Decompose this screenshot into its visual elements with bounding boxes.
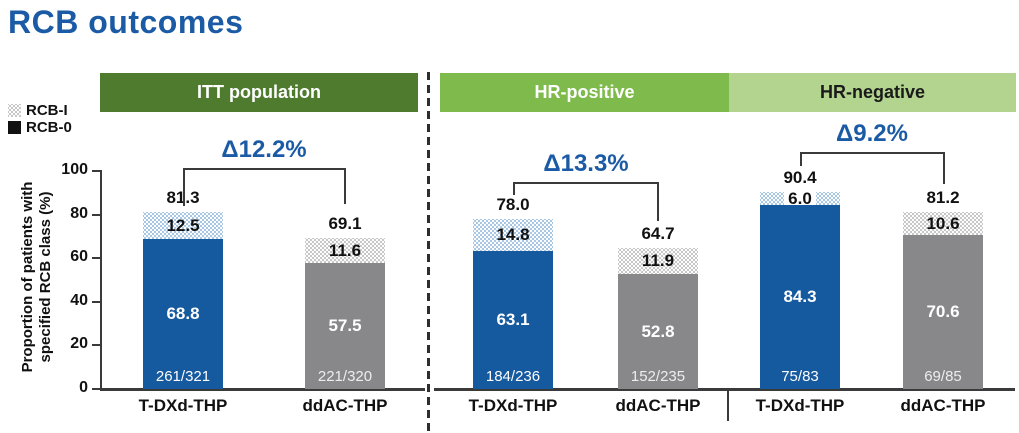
- y-tick: [92, 170, 101, 172]
- legend-label: RCB-0: [26, 118, 72, 136]
- page-title: RCB outcomes: [8, 4, 244, 40]
- rcb1-value: 12.5: [166, 215, 200, 235]
- rcb1-value: 6.0: [784, 189, 816, 208]
- y-tick-label: 80: [70, 205, 88, 222]
- bracket-hrpos-right: [657, 182, 659, 221]
- rcb0-segment: 52.8 152/235: [618, 274, 698, 389]
- rcb0-value: 68.8: [166, 304, 200, 323]
- bracket-hrpos-left: [513, 182, 515, 195]
- legend-item-rcb0: RCB-0: [8, 118, 72, 136]
- x-label-itt-ddac: ddAC-THP: [302, 396, 388, 415]
- y-tick-label: 100: [61, 161, 88, 178]
- rcb1-segment: 12.5: [143, 212, 223, 239]
- rcb1-swatch-icon: [8, 103, 21, 117]
- delta-itt: Δ12.2%: [221, 136, 307, 163]
- rcb1-value: 14.8: [496, 225, 530, 244]
- y-tick-label: 60: [70, 248, 88, 265]
- rcb1-segment: 11.9: [618, 248, 698, 274]
- x-label-hrpos-tdxd: T-DXd-THP: [468, 396, 558, 415]
- x-label-hrneg-tdxd: T-DXd-THP: [755, 396, 845, 415]
- rcb1-segment: 10.6: [903, 212, 983, 235]
- bracket-itt-left: [183, 168, 185, 206]
- x-label-itt-tdxd: T-DXd-THP: [138, 396, 228, 415]
- y-tick-label: 40: [70, 292, 88, 309]
- x-label-hrpos-ddac: ddAC-THP: [615, 396, 701, 415]
- bracket-itt-right: [344, 168, 346, 204]
- y-tick-label: 20: [70, 335, 88, 352]
- legend: RCB-I RCB-0: [8, 102, 72, 136]
- bar-hrneg-tdxd-thp: 6.0 84.3 75/83: [760, 189, 840, 389]
- x-axis-line: [434, 388, 1015, 391]
- delta-hr-positive: Δ13.3%: [543, 150, 629, 177]
- bracket-itt: [183, 168, 346, 170]
- panel-header-itt: ITT population: [100, 73, 418, 112]
- legend-label: RCB-I: [26, 101, 68, 119]
- rcb1-value: 11.6: [328, 240, 362, 260]
- bracket-hrneg-right: [943, 152, 945, 184]
- rcb0-value: 52.8: [641, 321, 675, 341]
- bar-itt-ddac-thp: 11.6 57.5 221/320: [305, 238, 385, 389]
- y-axis-line: [100, 170, 102, 390]
- fraction-value: 75/83: [781, 368, 819, 385]
- rcb0-segment: 68.8 261/321: [143, 239, 223, 389]
- rcb1-value: 11.9: [641, 251, 675, 270]
- x-axis-line: [100, 388, 425, 391]
- panel-header-hr-negative: HR-negative: [729, 73, 1016, 112]
- rcb0-segment: 84.3 75/83: [760, 205, 840, 389]
- fraction-value: 221/320: [317, 368, 373, 385]
- bracket-hrneg-left: [800, 152, 802, 166]
- y-axis-title: Proportion of patients with specified RC…: [19, 155, 57, 399]
- rcb0-value: 70.6: [926, 302, 960, 321]
- y-tick: [92, 388, 101, 390]
- delta-hr-negative: Δ9.2%: [836, 120, 908, 147]
- bar-itt-tdxd-thp: 12.5 68.8 261/321: [143, 212, 223, 389]
- bar-hrpos-tdxd-thp: 14.8 63.1 184/236: [473, 219, 553, 389]
- total-value: 64.7: [641, 224, 675, 243]
- total-value: 69.1: [328, 214, 362, 233]
- rcb0-segment: 70.6 69/85: [903, 235, 983, 389]
- rcb1-value: 10.6: [926, 213, 960, 233]
- y-tick: [92, 301, 101, 303]
- fraction-value: 69/85: [924, 368, 962, 385]
- y-tick: [92, 214, 101, 216]
- rcb0-segment: 63.1 184/236: [473, 251, 553, 389]
- bar-hrneg-ddac-thp: 10.6 70.6 69/85: [903, 212, 983, 389]
- total-value: 78.0: [496, 195, 530, 214]
- y-axis-title-line1: Proportion of patients with: [19, 181, 36, 373]
- fraction-value: 184/236: [485, 368, 541, 385]
- total-value: 90.4: [783, 168, 817, 187]
- fraction-value: 261/321: [155, 368, 211, 385]
- dashed-divider: [427, 72, 430, 433]
- rcb0-swatch-icon: [8, 120, 21, 134]
- rcb0-value: 63.1: [496, 310, 530, 329]
- bracket-hrpos: [513, 182, 659, 184]
- bracket-hrneg: [800, 152, 945, 154]
- fraction-value: 152/235: [630, 368, 686, 385]
- panel-header-hr-positive: HR-positive: [440, 73, 729, 112]
- rcb0-segment: 57.5 221/320: [305, 263, 385, 389]
- rcb1-segment: 14.8: [473, 219, 553, 251]
- rcb1-segment: 6.0: [760, 189, 840, 208]
- y-tick: [92, 344, 101, 346]
- y-tick: [92, 257, 101, 259]
- hr-panel-divider: [727, 388, 729, 421]
- rcb0-value: 84.3: [783, 287, 817, 306]
- legend-item-rcb1: RCB-I: [8, 101, 72, 119]
- x-label-hrneg-ddac: ddAC-THP: [900, 396, 986, 415]
- rcb1-segment: 11.6: [305, 238, 385, 263]
- total-value: 81.2: [926, 188, 960, 207]
- y-tick-label: 0: [79, 379, 88, 396]
- y-axis-title-line2: specified RCB class (%): [37, 191, 54, 363]
- rcb0-value: 57.5: [328, 316, 362, 335]
- bar-hrpos-ddac-thp: 11.9 52.8 152/235: [618, 248, 698, 389]
